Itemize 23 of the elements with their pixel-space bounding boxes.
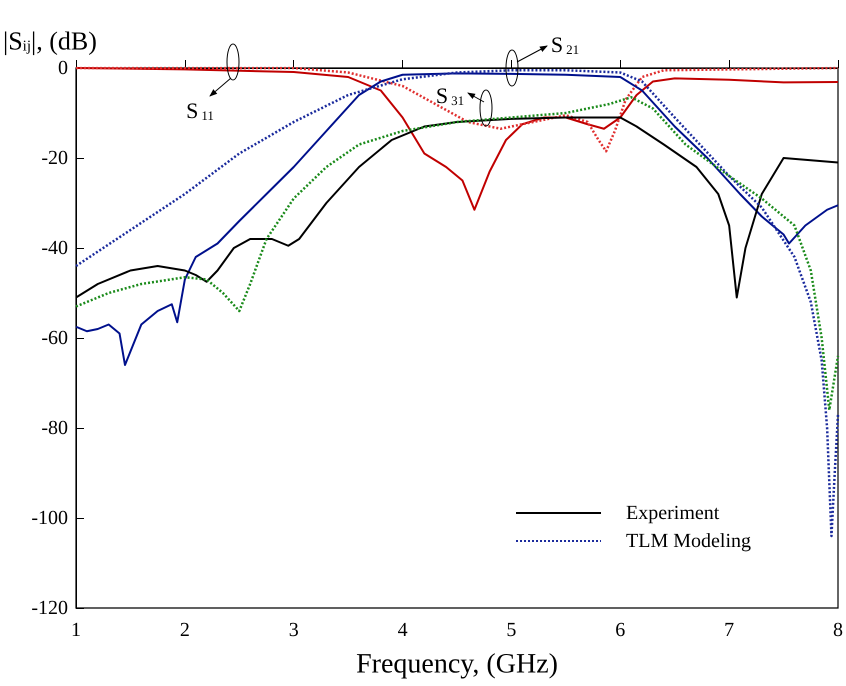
y-tick-label: 0 xyxy=(58,57,68,79)
text: S$_{21}$ xyxy=(550,32,580,57)
x-tick-label: 3 xyxy=(288,619,299,641)
x-tick-label: 1 xyxy=(71,619,81,641)
x-tick-label: 4 xyxy=(398,619,408,641)
x-tick-label: 8 xyxy=(833,619,843,641)
y-tick-label: -40 xyxy=(41,237,68,259)
legend-label: TLM Modeling xyxy=(626,530,752,552)
y-tick-label: -120 xyxy=(31,597,68,619)
y-axis-title: |Sij|, (dB) xyxy=(3,26,97,56)
y-tick-label: -100 xyxy=(31,507,68,529)
annotation: S$_{11}$ xyxy=(186,98,214,123)
legend-label: Experiment xyxy=(626,502,720,524)
x-tick-label: 6 xyxy=(615,619,626,641)
x-tick-label: 2 xyxy=(180,619,190,641)
y-tick-label: -80 xyxy=(41,417,68,439)
x-axis-title: Frequency, (GHz) xyxy=(356,648,558,680)
x-tick-label: 7 xyxy=(724,619,734,641)
line-series xyxy=(75,72,839,366)
y-tick-label: -20 xyxy=(41,147,68,169)
annotation: S$_{31}$ xyxy=(436,83,464,108)
y-tick-label: -60 xyxy=(41,327,68,349)
x-tick-label: 5 xyxy=(506,619,516,641)
